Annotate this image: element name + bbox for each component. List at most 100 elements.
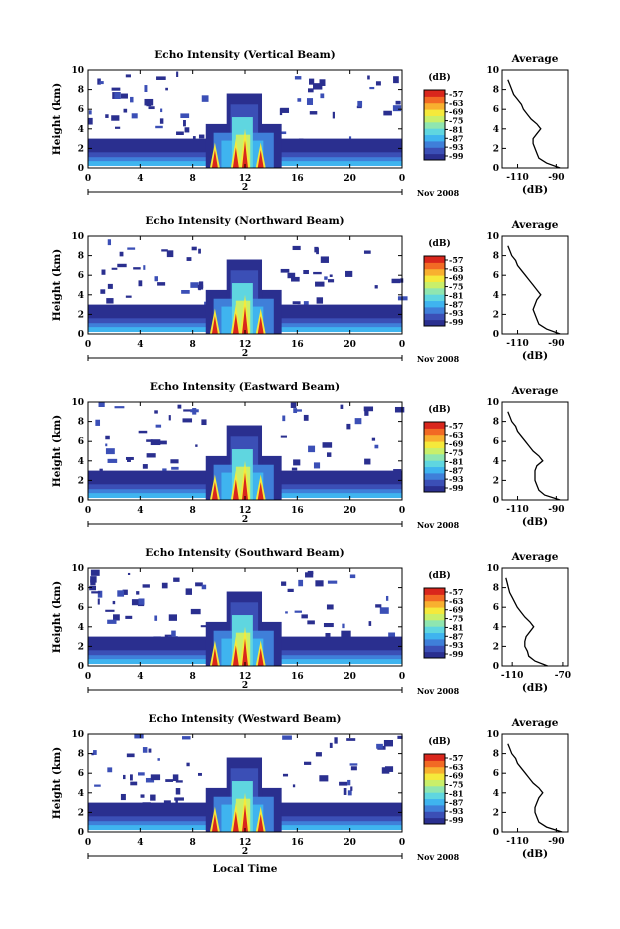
speckle-cell [356,105,362,109]
y-tick-label: 2 [78,144,84,154]
speckle-cell [191,246,197,251]
intensity-spike-core [211,150,218,168]
speckle-cell [305,572,314,578]
speckle-cell [201,584,207,590]
speckle-cell [97,590,103,598]
colorbar-swatch [424,804,445,812]
colorbar-tick-label: -57 [449,89,463,99]
speckle-cell [354,418,362,425]
colorbar-swatch [424,434,445,442]
speckle-cell [329,274,333,277]
speckle-cell [90,579,96,586]
speckle-cell [126,753,135,758]
profile-y-tick-label: 4 [493,125,499,135]
speckle-cell [88,117,93,125]
y-tick-label: 6 [78,437,84,447]
y-tick-label: 6 [78,769,84,779]
speckle-cell [346,423,351,430]
x-tick-label: 0 [85,838,91,848]
speckle-cell [297,98,302,102]
speckle-cell [105,448,115,455]
y-tick-label: 10 [71,232,84,242]
colorbar-tick-label: -63 [449,264,464,274]
speckle-cell [105,609,115,612]
speckle-cell [192,136,196,140]
speckle-cell [198,248,201,254]
colorbar-tick-label: -81 [449,456,463,466]
speckle-cell [127,572,131,575]
speckle-cell [134,734,144,739]
colorbar-tick-label: -57 [449,421,463,431]
intensity-spike-core [257,482,264,500]
x-tick-label: 8 [190,174,196,184]
speckle-cell [280,435,287,438]
speckle-cell [291,276,300,282]
x-tick-label: 0 [399,506,405,516]
speckle-cell [130,96,134,103]
colorbar-swatch [424,600,445,608]
speckle-cell [130,781,138,786]
intensity-spike-core [257,150,264,168]
colorbar-swatch [424,300,445,308]
colorbar-unit: (dB) [428,238,450,249]
speckle-cell [368,621,372,626]
y-tick-label: 8 [78,86,84,96]
profile-x-label: (dB) [522,682,548,694]
y-tick-label: 10 [71,66,84,76]
colorbar-tick-label: -87 [449,299,463,309]
y-tick-label: 8 [78,418,84,428]
speckle-cell [125,295,132,298]
speckle-cell [145,777,155,783]
profile-title: Average [511,385,559,397]
speckle-cell [174,797,184,801]
colorbar-tick-label: -75 [449,780,463,790]
speckle-cell [292,784,296,788]
profile-y-tick-label: 8 [493,418,499,428]
profile-y-tick-label: 10 [486,564,499,574]
speckle-cell [282,773,289,777]
speckle-cell [301,614,308,619]
speckle-cell [342,623,345,629]
colorbar-tick-label: -81 [449,622,463,632]
speckle-cell [364,410,369,416]
speckle-cell [363,406,374,412]
speckle-cell [155,424,162,428]
colorbar-swatch [424,134,445,142]
speckle-cell [287,272,296,279]
y-tick-label: 0 [78,662,84,672]
speckle-cell [307,570,314,575]
colorbar-swatch [424,275,445,282]
speckle-cell [90,576,97,583]
speckle-cell [280,268,290,273]
speckle-cell [159,118,164,124]
speckle-cell [376,743,383,749]
speckle-cell [385,595,389,601]
colorbar-swatch [424,262,445,270]
y-axis-label: Height (km) [51,747,63,819]
speckle-cell [393,469,402,472]
x-tick-label: 20 [343,672,356,682]
speckle-cell [114,406,125,409]
profile-x-tick-label: -90 [548,173,564,183]
profile-y-tick-label: 10 [486,398,499,408]
colorbar-frame [423,89,446,161]
colorbar-swatch [424,256,445,263]
speckle-cell [340,404,344,409]
speckle-cell [125,615,133,619]
y-tick-label: 2 [78,476,84,486]
colorbar-tick-label: -99 [449,649,464,659]
profile-x-tick-label: -90 [548,837,564,847]
speckle-cell [293,408,298,414]
colorbar-swatch [424,760,445,768]
intensity-spike-core [211,316,218,334]
profile-y-tick-label: 6 [493,437,499,447]
colorbar-tick-label: -99 [449,151,464,161]
date-label: Nov 2008 [417,686,460,696]
colorbar-swatch [424,594,445,602]
x-tick-label: 4 [137,672,143,682]
speckle-cell [316,297,324,304]
speckle-cell [91,591,101,594]
y-tick-label: 2 [78,808,84,818]
profile-x-tick-label: -110 [506,339,529,349]
day-label: 2 [242,183,248,193]
